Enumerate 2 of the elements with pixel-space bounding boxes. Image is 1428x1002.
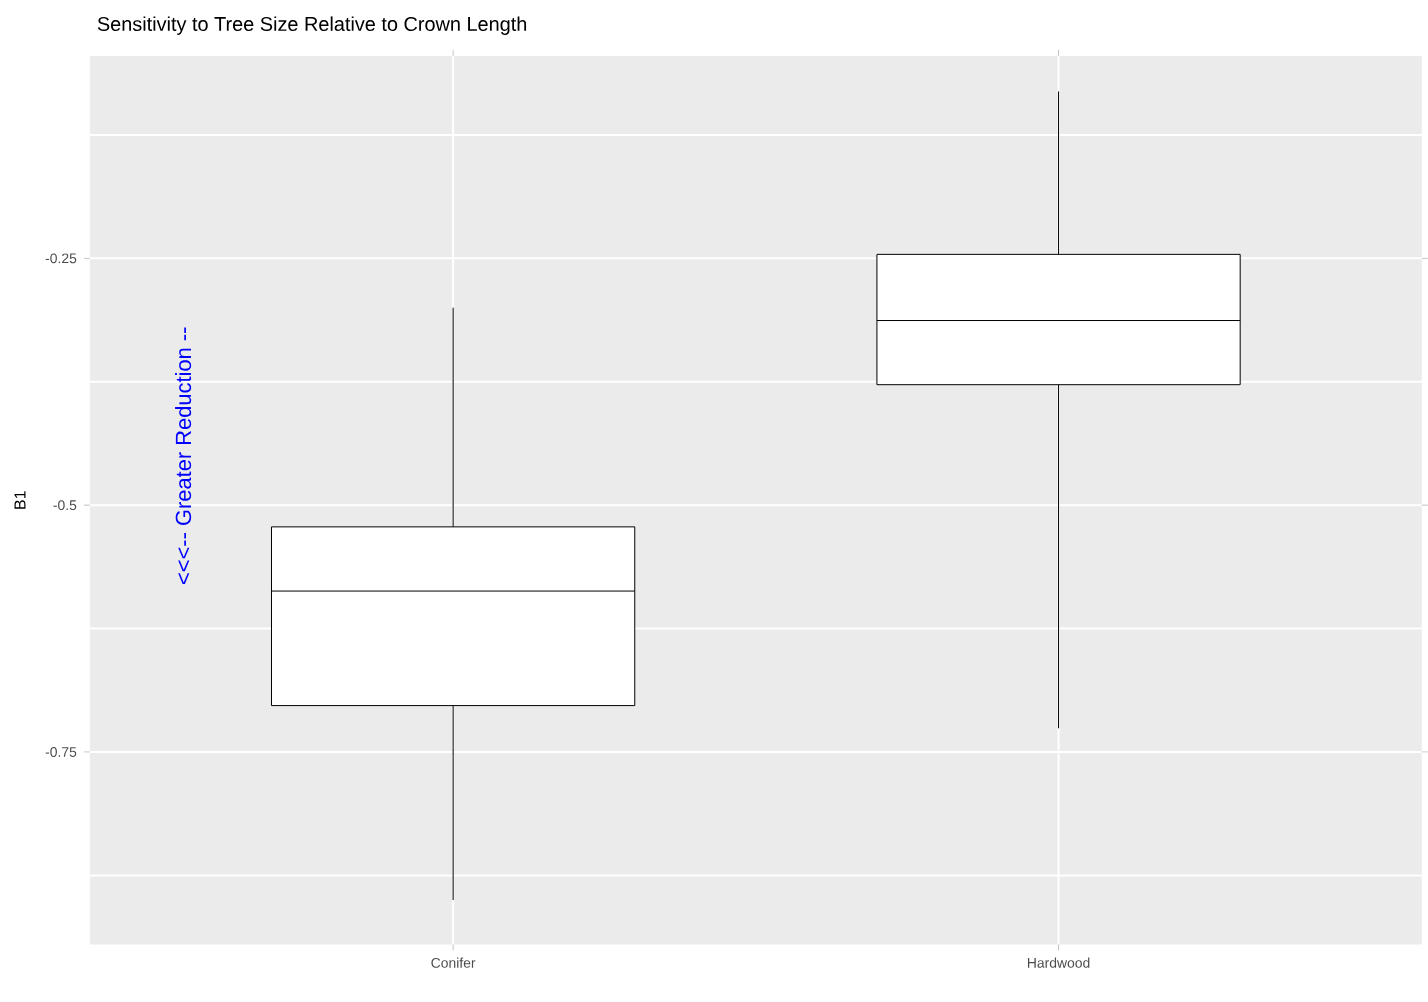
- chart-title: Sensitivity to Tree Size Relative to Crown Length: [97, 16, 527, 35]
- annotation: <<<-- Greater Reduction --: [175, 327, 192, 584]
